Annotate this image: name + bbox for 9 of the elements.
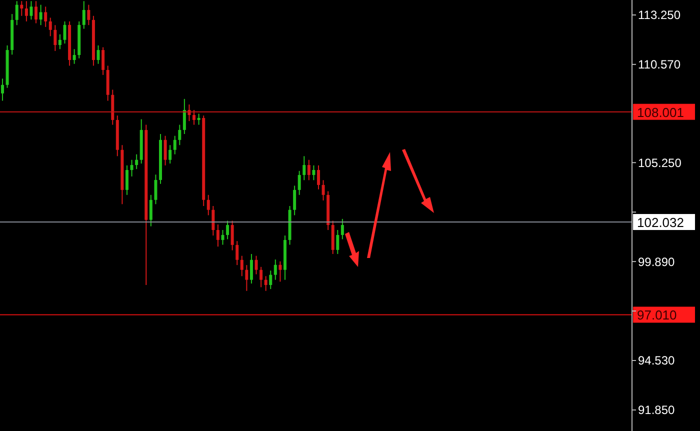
y-tick-label: 105.250 [638,156,682,170]
y-tick-label: 91.850 [638,403,676,418]
y-tick-label: 110.570 [638,58,681,72]
y-tick-label: 94.530 [638,354,676,368]
y-tick-label: 113.250 [638,8,681,22]
ref-line-label: 97.010 [637,308,677,323]
ref-line-label: 102.032 [637,215,684,230]
y-tick-label: 99.890 [638,254,676,269]
ref-line-label: 108.001 [637,104,684,120]
